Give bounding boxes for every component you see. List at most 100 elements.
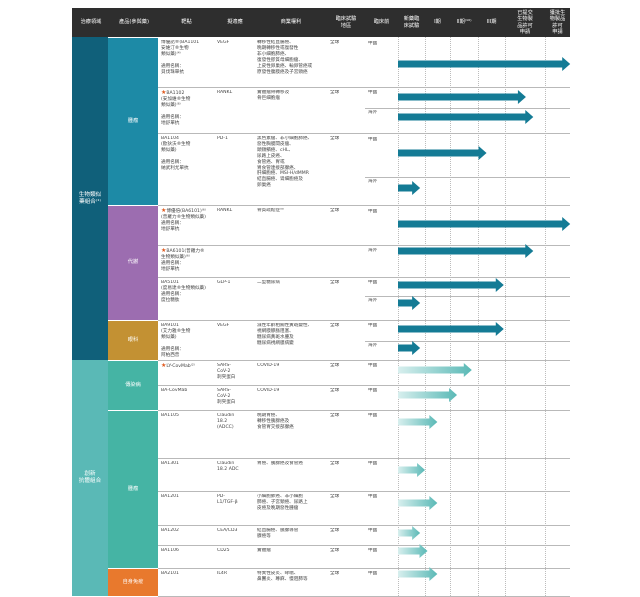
stage-divider [450,37,451,596]
header-cell: I期 [434,19,441,26]
indication: 二型糖尿病 [257,280,280,285]
header-cell: 靶點 [181,19,192,26]
clinical-region: 中國 [368,41,378,46]
indication: 小細胞肺癌、非小細胞 肺癌、子宮頸癌、尿路上 皮癌及晚期惡性腫瘤 [257,494,308,511]
table-header: 治療領域 產品(參與藥) 靶點 擬適應 商業權利 臨床試驗 地區 臨床前 新藥臨 床試驗 I期 I… [72,8,570,37]
header-cell: III期 [486,19,497,26]
product-name: BA1104 (歐狄沃®生物 類似藥) 通用名稱： 納武利尤單抗 [161,136,215,204]
product-label: BA-CovMab [161,388,188,393]
indication: 骨質疏鬆症⁽⁸⁾ [257,208,285,213]
progress-arrow [398,110,534,124]
product-name: BA9101 (艾力雅®生物 類似藥) 通用名稱： 阿柏西普 [161,323,215,359]
target: VEGF [217,40,230,45]
product-name: ★博優倍(BA6101)⁽⁶⁾ (普羅力®生物類似藥) 通用名稱： 地舒單抗 [161,208,215,244]
row-divider [158,385,570,386]
star-icon: ★ [161,248,167,254]
product-label: BA5101 (度易達®生物類似藥) 通用名稱： 度拉糖肽 [161,280,206,303]
arrow-shape [398,57,571,71]
progress-arrow [398,278,504,292]
arrow-shape [398,544,428,558]
indication: 胃癌、胰腺癌及食管癌 [257,461,303,466]
product-name: BA1202 [161,528,215,544]
region-divider [365,296,570,297]
arrow-shape [398,90,526,104]
header-cell: 商業權利 [280,19,302,26]
progress-arrow [398,463,426,477]
indication: 黑色素瘤、非小細胞肺癌、 惡性胸膜間皮瘤、 頭頸鱗癌、cHL、 尿路上皮癌、 食… [257,136,313,189]
clinical-region: 中國 [368,494,378,499]
clinical-region: 中國 [368,388,378,393]
product-name: BA1301 [161,461,215,490]
header-cell: 產品(參與藥) [119,19,149,26]
commercial-rights: 全球 [330,413,340,418]
commercial-rights: 全球 [330,136,340,141]
row-divider [158,87,570,88]
arrow-shape [398,322,504,336]
clinical-region: 中國 [368,571,378,576]
row-divider [158,491,570,492]
progress-arrow [398,544,428,558]
clinical-region: 中國 [368,363,378,368]
product-label: LY-CovMab⁽²⁾ [166,364,195,369]
target: VEGF [217,323,230,328]
star-icon: ★ [161,90,167,96]
product-name: ★BA1102 (安加維®生物 類似藥)⁽⁶⁾ 通用名稱： 地舒單抗 [161,90,215,132]
row-divider [158,360,570,361]
product-label: BA1202 [161,528,179,533]
arrow-shape [398,388,458,402]
arrow-shape [398,296,421,310]
arrow-shape [398,278,504,292]
progress-arrow [398,388,458,402]
progress-arrow [398,496,438,510]
row-divider [158,245,570,246]
target: CD25 [217,548,230,553]
indication: 結直腸癌、胰腺導管 腺癌等 [257,528,299,539]
arrow-shape [398,463,426,477]
product-label: 博優諾®(BA1101 安維汀®生物 類似藥)⁽⁴⁾ 通用名稱： 貝伐珠單抗 [161,40,200,75]
stage-divider [478,37,479,596]
row-divider [158,133,570,134]
indication: 濕性年齡相關性黃斑變性、 視網膜靜脈阻塞、 糖尿病黃斑水腫及 糖尿病視網膜病變 [257,323,313,346]
category-biosimilar: 生物類似 藥組合⁽¹⁾ [72,37,108,360]
commercial-rights: 全球 [330,388,340,393]
indication: 轉移性結直腸癌、 晚期轉移性或復發性 非小細胞肺癌、 復發性膠質母細胞瘤、 上皮… [257,40,313,75]
indication [257,248,329,276]
clinical-region: 中國 [368,209,378,214]
row-divider [158,458,570,459]
subcategory: 腫瘤 [108,37,158,205]
header-cell: 已提交 生物製 品許可 申請 [517,9,533,35]
progress-arrow [398,90,526,104]
clinical-region: 中國 [368,137,378,142]
stage-divider [398,37,399,596]
clinical-region: 中國 [368,413,378,418]
commercial-rights: 全球 [330,571,340,576]
target: GLP-1 [217,280,231,285]
target: SARS- CoV-2 刺突蛋白 [217,363,236,380]
subcategory: 眼科 [108,320,158,360]
star-icon: ★ [161,363,167,369]
arrow-shape [398,244,534,258]
arrow-shape [398,217,571,231]
arrow-shape [398,146,487,160]
commercial-rights: 全球 [330,548,340,553]
progress-arrow [398,526,421,540]
row-divider [158,320,570,321]
clinical-region: 海外 [368,179,378,184]
header-cell: II期⁽¹⁰⁾ [456,19,472,26]
product-label: BA9101 (艾力雅®生物 類似藥) 通用名稱： 阿柏西普 [161,323,191,358]
product-name: BA1201 [161,494,215,524]
progress-arrow [398,567,438,581]
product-label: BA1301 [161,461,179,466]
progress-arrow [398,341,421,355]
header-cell: 獲批生 物製品 許可 申請 [549,9,566,35]
category-innovative: 創新 抗體組合 [72,360,108,596]
commercial-rights: 全球 [330,461,340,466]
subcategory: 代謝 [108,205,158,320]
target: PD- L1/TGF-β [217,494,238,505]
arrow-shape [398,181,421,195]
clinical-region: 中國 [368,548,378,553]
indication: 實體瘤骨轉移及 骨巨細胞瘤 [257,90,290,101]
product-label: BA1104 (歐狄沃®生物 類似藥) 通用名稱： 納武利尤單抗 [161,136,191,171]
target: IL4R [217,571,228,576]
